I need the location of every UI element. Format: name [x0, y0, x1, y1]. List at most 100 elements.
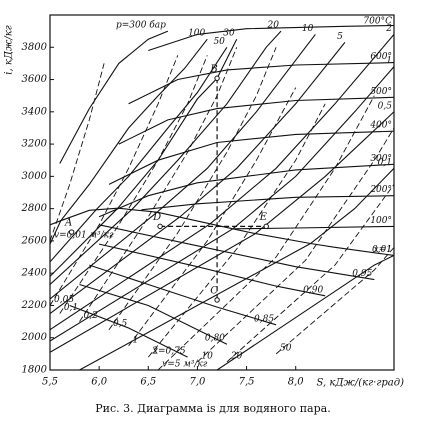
curve-label: 0,90: [303, 285, 323, 295]
x-tick-label: 7,0: [189, 377, 206, 388]
curve: [157, 95, 375, 370]
point-label: C: [210, 285, 218, 296]
curve-label: 1: [386, 56, 392, 66]
curve: [50, 55, 179, 306]
curve-label: 600°: [370, 52, 392, 62]
y-tick-label: 2600: [21, 235, 48, 246]
curve-label: 10: [201, 351, 213, 361]
curve: [98, 224, 375, 281]
state-point: [214, 75, 220, 81]
curve-label: v=5 м³/кг: [162, 360, 208, 370]
curve: [50, 111, 394, 353]
x-tick-label: 8,0: [288, 377, 305, 388]
curve-label: 200°: [369, 185, 392, 195]
curve: [128, 62, 394, 105]
y-tick-label: 3200: [22, 139, 48, 150]
curve: [147, 103, 326, 358]
point-label: B: [209, 64, 217, 75]
curve-label: x=0,75: [153, 347, 186, 357]
point-label: D: [152, 212, 161, 223]
y-tick-label: 1800: [22, 365, 48, 376]
x-tick-label: 7,5: [239, 377, 255, 388]
curve-label: 5: [337, 32, 343, 42]
curve: [141, 195, 394, 211]
curve-label: 400°: [369, 121, 392, 131]
curve-label: 500°: [370, 87, 392, 97]
y-tick-label: 2400: [21, 268, 48, 279]
curve-label: v=0,01 м³/кг: [54, 230, 114, 240]
curve: [226, 184, 394, 363]
y-tick-label: 3000: [22, 171, 48, 182]
curve: [79, 47, 238, 322]
curve-label: 0,5: [378, 101, 393, 111]
plot-frame: [49, 14, 395, 371]
curve-label: 20: [230, 351, 243, 361]
curve: [98, 163, 394, 218]
curves: [50, 24, 394, 370]
curve-label: 0,85: [254, 314, 274, 324]
curve-label: 0,1: [378, 158, 392, 168]
curve: [216, 254, 394, 370]
y-tick-label: 2000: [21, 332, 48, 343]
curve-label: 2: [151, 347, 158, 357]
curve: [50, 46, 228, 263]
curve-label: 0,95: [352, 269, 372, 279]
y-axis-label: i, кДж/кг: [4, 25, 15, 74]
point-label: A: [64, 218, 72, 229]
y-tick-label: 3600: [22, 74, 48, 85]
point-label: E: [259, 212, 268, 223]
curve-label: 300°: [370, 154, 392, 164]
curve: [69, 304, 188, 358]
curve: [197, 127, 394, 363]
curve: [50, 34, 394, 331]
curve-label: p=300 бар: [116, 20, 166, 31]
curve-label: 100°: [370, 216, 392, 226]
curve: [59, 55, 208, 314]
y-tick-label: 2200: [21, 300, 48, 311]
curve: [98, 243, 326, 297]
curve-label: 50: [280, 343, 292, 353]
state-point: [68, 229, 75, 235]
x-axis-label: S, кДж/(кг·град): [317, 378, 405, 389]
curve: [148, 24, 394, 52]
state-point: [157, 223, 163, 230]
state-point: [214, 297, 220, 303]
curve: [79, 283, 228, 345]
curve: [50, 34, 316, 300]
curve: [108, 130, 394, 185]
x-tick-label: 6,0: [91, 377, 108, 388]
curve-label: 0,1: [64, 303, 78, 313]
curve: [50, 63, 105, 242]
y-tick-label: 3800: [22, 42, 48, 53]
x-tick-label: 6,5: [140, 377, 156, 388]
curve-label: 20: [267, 21, 280, 31]
curve-label: 30: [223, 29, 235, 39]
curve-label: x=1: [374, 245, 392, 255]
curve: [89, 264, 277, 326]
curve: [79, 167, 394, 370]
state-point: [263, 223, 269, 230]
x-tick-label: 5,5: [42, 377, 58, 388]
curve-label: 0,2: [83, 311, 98, 321]
curve-label: 100: [188, 29, 205, 39]
curve-label: 50: [213, 37, 225, 47]
curve-label: 0,01: [372, 245, 392, 255]
curve: [128, 87, 297, 347]
curve-label: 0,80: [205, 334, 225, 344]
curve: [50, 42, 346, 314]
y-tick-label: 3400: [22, 106, 48, 117]
curve-label: 700°C: [363, 17, 392, 27]
curve-label: 0,05: [54, 295, 74, 305]
curve: [50, 38, 238, 277]
curve-label: 2: [385, 24, 392, 34]
caption: Рис. 3. Диаграмма is для водяного пара.: [95, 402, 330, 415]
curve: [50, 207, 394, 256]
curve: [50, 30, 282, 285]
curve-label: 1: [133, 335, 139, 345]
curve: [50, 66, 394, 342]
curve-label: 10: [302, 24, 314, 34]
y-tick-label: 2800: [21, 203, 48, 214]
